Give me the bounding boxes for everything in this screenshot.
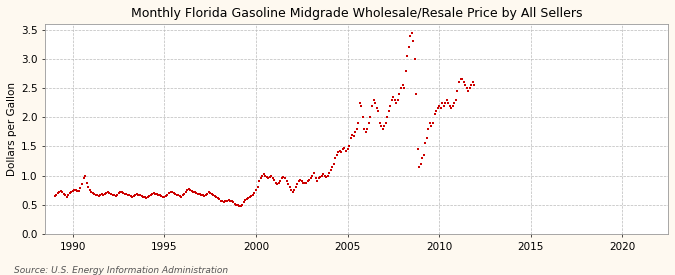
- Title: Monthly Florida Gasoline Midgrade Wholesale/Resale Price by All Sellers: Monthly Florida Gasoline Midgrade Wholes…: [131, 7, 583, 20]
- Text: Source: U.S. Energy Information Administration: Source: U.S. Energy Information Administ…: [14, 266, 227, 275]
- Y-axis label: Dollars per Gallon: Dollars per Gallon: [7, 82, 17, 176]
